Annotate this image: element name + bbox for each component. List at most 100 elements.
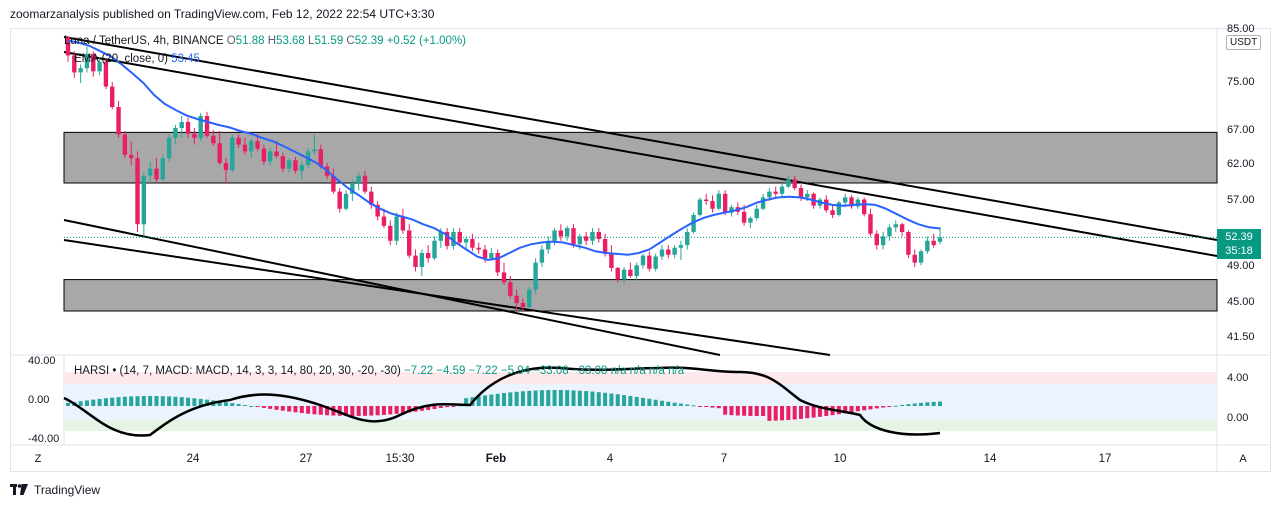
candle <box>116 101 121 138</box>
candle <box>647 251 652 272</box>
high-value: 53.68 <box>276 35 305 47</box>
harsi-legend[interactable]: HARSI • (14, 7, MACD: MACD, 14, 3, 3, 14… <box>74 365 684 377</box>
high-label: H <box>267 35 277 47</box>
harsi-bar <box>565 390 570 406</box>
harsi-bar <box>464 398 469 406</box>
candle-body <box>729 207 734 213</box>
candle <box>906 230 911 259</box>
symbol-legend[interactable]: Luna / TetherUS, 4h, BINANCE O51.88 H53.… <box>64 35 466 47</box>
harsi-bar <box>678 403 683 406</box>
candle-body <box>343 193 349 209</box>
harsi-bar <box>318 406 323 415</box>
harsi-left-tick: -40.00 <box>28 433 60 445</box>
harsi-bar <box>805 406 810 419</box>
harsi-bar <box>255 406 260 407</box>
harsi-bar <box>274 406 279 410</box>
harsi-label[interactable]: HARSI • (14, 7, MACD: MACD, 14, 3, 3, 14… <box>74 365 401 377</box>
sr-zone-1[interactable] <box>63 131 1218 184</box>
price-tick: 57.00 <box>1227 194 1255 206</box>
harsi-bar <box>205 399 210 406</box>
harsi-bar <box>697 406 702 407</box>
candle-body <box>331 175 336 192</box>
harsi-right-tick: 0.00 <box>1227 412 1249 424</box>
auto-scale-button[interactable]: A <box>1239 453 1247 465</box>
candle-body <box>912 254 917 263</box>
candle <box>527 286 532 308</box>
channel-upper-line[interactable] <box>63 36 1218 241</box>
candle-body <box>249 141 254 152</box>
harsi-bar <box>533 390 538 406</box>
candle-body <box>792 179 797 189</box>
candle <box>912 249 917 267</box>
candle-body <box>539 249 545 263</box>
chart-frame[interactable] <box>10 28 1271 472</box>
candle <box>432 236 437 260</box>
harsi-bar <box>653 399 658 406</box>
harsi-bar <box>539 390 544 406</box>
harsi-bar <box>249 405 254 407</box>
candle-body <box>596 232 601 239</box>
close-value: 52.39 <box>354 35 384 47</box>
harsi-bar <box>622 395 627 406</box>
candle <box>293 156 298 174</box>
footer-brand: TradingView <box>34 483 101 497</box>
harsi-bar <box>931 401 936 406</box>
candle <box>356 172 361 191</box>
zoom-button[interactable]: Z <box>34 453 42 465</box>
currency-button[interactable]: USDT <box>1226 35 1262 50</box>
harsi-mid-band <box>64 384 1217 420</box>
candle-body <box>110 86 115 107</box>
candle-body <box>716 193 722 209</box>
candle <box>621 267 627 284</box>
candle-body <box>602 239 608 254</box>
candle-body <box>558 230 564 237</box>
harsi-bar <box>84 400 89 406</box>
candle <box>874 230 880 250</box>
harsi-bar <box>186 397 191 406</box>
harsi-bar <box>887 406 892 407</box>
candle-body <box>899 224 905 232</box>
candle-body <box>741 211 747 223</box>
candle <box>659 245 665 260</box>
harsi-bar <box>508 392 513 406</box>
candle-body <box>255 141 260 149</box>
trend-channel[interactable] <box>63 36 1218 356</box>
harsi-bar <box>451 406 456 407</box>
harsi-bar <box>609 393 614 406</box>
harsi-bar <box>122 396 127 406</box>
candle-body <box>691 214 696 232</box>
last-price-value: 52.39 <box>1225 231 1253 244</box>
harsi-bar <box>767 406 772 421</box>
candle <box>558 224 564 241</box>
candle-body <box>779 186 785 194</box>
candle-body <box>198 116 203 138</box>
candle-body <box>350 183 355 194</box>
harsi-bar <box>381 406 386 415</box>
sr-zone-2[interactable] <box>63 279 1218 312</box>
candle <box>571 224 576 248</box>
symbol-name[interactable]: Luna / TetherUS, 4h, BINANCE <box>64 35 224 47</box>
candle-body <box>375 204 380 217</box>
channel-lower-line-2[interactable] <box>63 239 831 356</box>
candle <box>640 253 646 269</box>
candle-body <box>128 154 134 159</box>
candle-body <box>438 232 444 241</box>
channel-upper-line-2[interactable] <box>63 51 1218 257</box>
candle-body <box>388 225 393 241</box>
candle-body <box>704 199 709 201</box>
ema-legend[interactable]: EMA (20, close, 0) 53.45 <box>74 53 200 65</box>
candle-body <box>356 175 361 183</box>
candle-body <box>653 256 658 269</box>
harsi-rsi-line <box>63 366 941 437</box>
harsi-bar <box>426 406 431 410</box>
candle-body <box>337 191 342 209</box>
candle-body <box>861 199 867 215</box>
harsi-bar <box>659 400 664 406</box>
ema-label[interactable]: EMA (20, close, 0) <box>74 53 168 65</box>
candle-body <box>527 289 532 307</box>
harsi-bar <box>306 406 311 414</box>
candle-body <box>874 233 880 246</box>
harsi-bar <box>129 396 134 406</box>
channel-lower-line[interactable] <box>63 219 721 356</box>
